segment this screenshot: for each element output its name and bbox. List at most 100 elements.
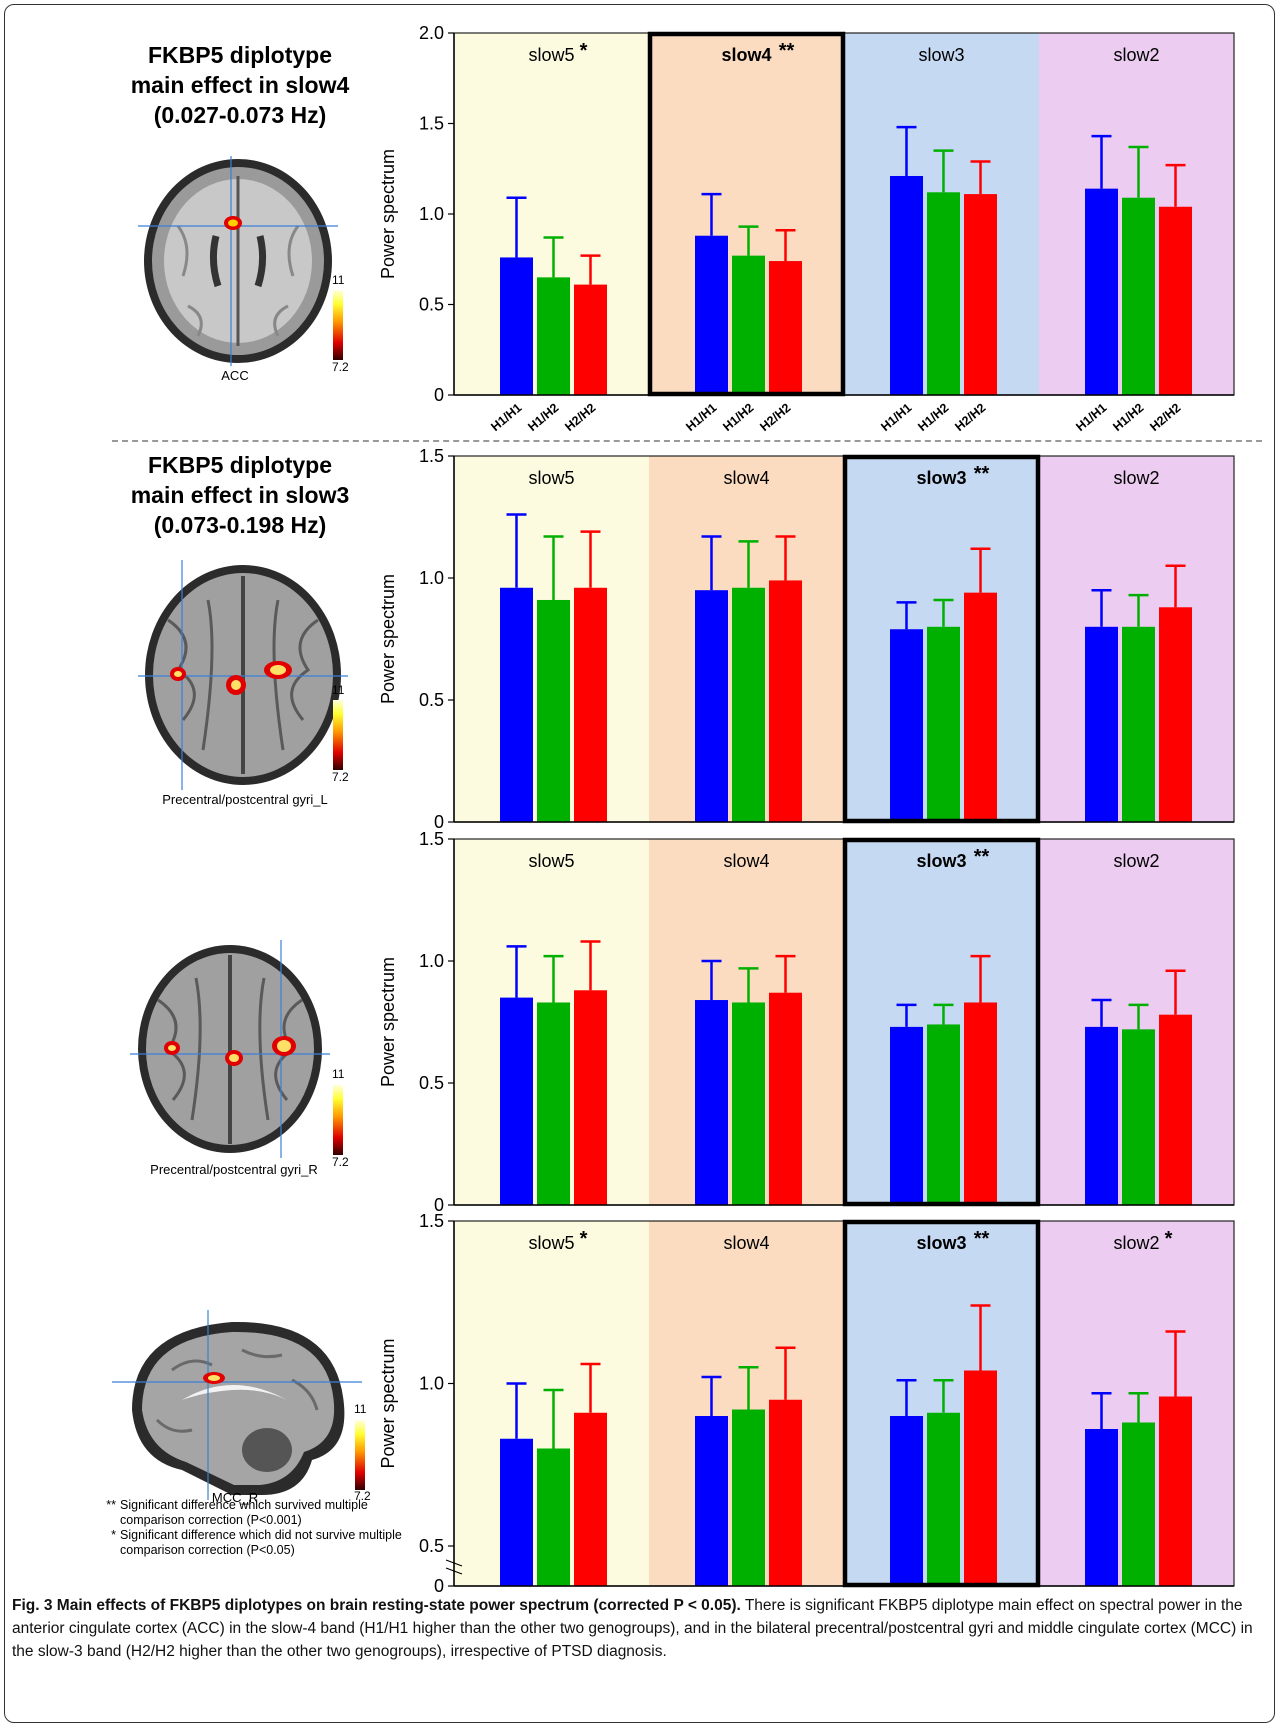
caption-title: Fig. 3 Main effects of FKBP5 diplotypes … xyxy=(12,1597,741,1614)
colorbar-2 xyxy=(333,700,343,770)
region-label-mcc: MCC_R xyxy=(211,1490,259,1505)
bar-slow2-h2-h2 xyxy=(1159,607,1192,822)
x-genotype-label: H1/H2 xyxy=(1110,401,1146,435)
significance-legend: ** Significant difference which survived… xyxy=(94,1498,434,1558)
y-tick-label: 1.5 xyxy=(419,114,444,134)
bar-slow3-h1-h1 xyxy=(890,629,923,822)
brain-image-precentral-l xyxy=(138,560,348,790)
brain-axial-acc-icon xyxy=(138,156,338,366)
bar-slow2-h1-h2 xyxy=(1122,626,1155,822)
bar-slow3-h1-h1 xyxy=(890,1026,923,1205)
bar-slow2-h1-h1 xyxy=(1085,1026,1118,1205)
colorbar-3 xyxy=(333,1085,343,1155)
band-label-slow3: slow3 xyxy=(916,468,966,488)
y-tick-label: 1.5 xyxy=(419,446,444,466)
y-tick-label: 2.0 xyxy=(419,23,444,43)
y-tick-label: 1.5 xyxy=(419,1211,444,1231)
highlight-box-slow4 xyxy=(647,31,846,397)
bar-slow2-h2-h2 xyxy=(1159,206,1192,395)
band-label-slow2: slow2 xyxy=(1113,45,1159,65)
bar-slow2-h1-h2 xyxy=(1122,1029,1155,1205)
bar-slow3-h2-h2 xyxy=(964,1370,997,1586)
brain-image-mcc xyxy=(112,1310,362,1500)
bar-slow3-h2-h2 xyxy=(964,1002,997,1205)
band-significance-mark-slow3: ** xyxy=(974,463,990,485)
band-label-slow4: slow4 xyxy=(721,45,771,65)
x-genotype-label: H1/H1 xyxy=(878,401,914,435)
band-significance-mark-slow5: * xyxy=(580,1228,588,1250)
x-genotype-label: H1/H2 xyxy=(915,401,951,435)
band-label-slow5: slow5 xyxy=(528,468,574,488)
bar-slow4-h1-h2 xyxy=(732,1409,765,1586)
bar-slow4-h1-h2 xyxy=(732,1002,765,1205)
legend-marker-single-star: * xyxy=(111,1528,116,1542)
bar-slow4-h2-h2 xyxy=(769,261,802,395)
colorbar-4 xyxy=(355,1420,365,1490)
band-label-slow2: slow2 xyxy=(1113,1233,1159,1253)
chart-4: 0 0.5 1.0 1.5 Power spectrum slow5 * slow4 slow3… xyxy=(378,1211,1235,1596)
band-label-slow3: slow3 xyxy=(918,45,964,65)
y-tick-label: 0 xyxy=(434,385,444,405)
y-tick-label: 1.0 xyxy=(419,568,444,588)
band-significance-mark-slow4: ** xyxy=(779,40,795,62)
highlight-box-slow3 xyxy=(842,1219,1041,1588)
caption-body: There is significant FKBP5 diplotype mai… xyxy=(12,1597,1253,1660)
figure-caption: Fig. 3 Main effects of FKBP5 diplotypes … xyxy=(12,1594,1262,1663)
bar-slow2-h1-h1 xyxy=(1085,626,1118,822)
bar-slow5-h2-h2 xyxy=(574,1412,607,1586)
bar-slow5-h1-h1 xyxy=(500,587,533,822)
band-label-slow4: slow4 xyxy=(723,1233,769,1253)
colorbar-1-max: 11 xyxy=(332,273,345,287)
band-significance-mark-slow5: * xyxy=(580,40,588,62)
y-tick-label: 0.5 xyxy=(419,1536,444,1556)
y-axis-label: Power spectrum xyxy=(378,149,398,279)
colorbar-1-min: 7.2 xyxy=(332,360,349,374)
region-label-acc: ACC xyxy=(221,368,249,383)
y-tick-label: 1.0 xyxy=(419,204,444,224)
y-tick-label: 0 xyxy=(434,1195,444,1215)
colorbar-4-max: 11 xyxy=(354,1402,367,1416)
y-axis-label: Power spectrum xyxy=(378,957,398,1087)
band-label-slow5: slow5 xyxy=(528,45,574,65)
axis-break-mark xyxy=(445,1559,463,1567)
panel-1-heading-line-1: FKBP5 diplotype xyxy=(147,42,332,68)
band-label-slow5: slow5 xyxy=(528,1233,574,1253)
brain-axial-precentral-r-icon xyxy=(130,940,330,1158)
y-tick-label: 0 xyxy=(434,1576,444,1596)
panel-2-heading: FKBP5 diplotype main effect in slow3 (0.… xyxy=(90,450,390,540)
bar-slow3-h2-h2 xyxy=(964,194,997,395)
y-tick-label: 0.5 xyxy=(419,295,444,315)
bar-slow5-h1-h2 xyxy=(537,1448,570,1586)
panel-1-heading-line-2: main effect in slow4 xyxy=(130,72,350,98)
bar-slow2-h2-h2 xyxy=(1159,1014,1192,1205)
legend-row-single-star: * Significant difference which did not s… xyxy=(94,1528,434,1558)
colorbar-4-min: 7.2 xyxy=(354,1489,371,1503)
x-genotype-label: H1/H2 xyxy=(720,401,756,435)
chart-2: 0 0.5 1.0 1.5 Power spectrum slow5 slow4 slow3 *… xyxy=(378,446,1235,832)
band-significance-mark-slow2: * xyxy=(1165,1228,1173,1250)
colorbar-3-max: 11 xyxy=(332,1067,345,1081)
bar-slow4-h1-h1 xyxy=(695,590,728,822)
y-tick-label: 0.5 xyxy=(419,1073,444,1093)
colorbar-2-min: 7.2 xyxy=(332,770,349,784)
bar-slow4-h1-h1 xyxy=(695,1416,728,1586)
bar-slow2-h2-h2 xyxy=(1159,1396,1192,1586)
bar-slow3-h1-h2 xyxy=(927,626,960,822)
bar-slow5-h1-h1 xyxy=(500,997,533,1205)
bar-slow3-h2-h2 xyxy=(964,592,997,822)
colorbar-3-min: 7.2 xyxy=(332,1155,349,1169)
x-genotype-label: H1/H1 xyxy=(1073,401,1109,435)
bar-slow5-h1-h2 xyxy=(537,1002,570,1205)
colorbar-1 xyxy=(333,290,343,360)
bar-slow3-h1-h2 xyxy=(927,1024,960,1205)
bar-slow3-h1-h2 xyxy=(927,1412,960,1586)
panel-2-heading-line-3: (0.073-0.198 Hz) xyxy=(153,512,327,538)
bar-slow4-h1-h2 xyxy=(732,255,765,395)
bar-slow2-h1-h2 xyxy=(1122,197,1155,395)
bar-slow4-h2-h2 xyxy=(769,992,802,1205)
bar-slow4-h2-h2 xyxy=(769,580,802,822)
band-label-slow4: slow4 xyxy=(723,468,769,488)
y-axis-label: Power spectrum xyxy=(378,1338,398,1468)
y-tick-label: 1.5 xyxy=(419,829,444,849)
